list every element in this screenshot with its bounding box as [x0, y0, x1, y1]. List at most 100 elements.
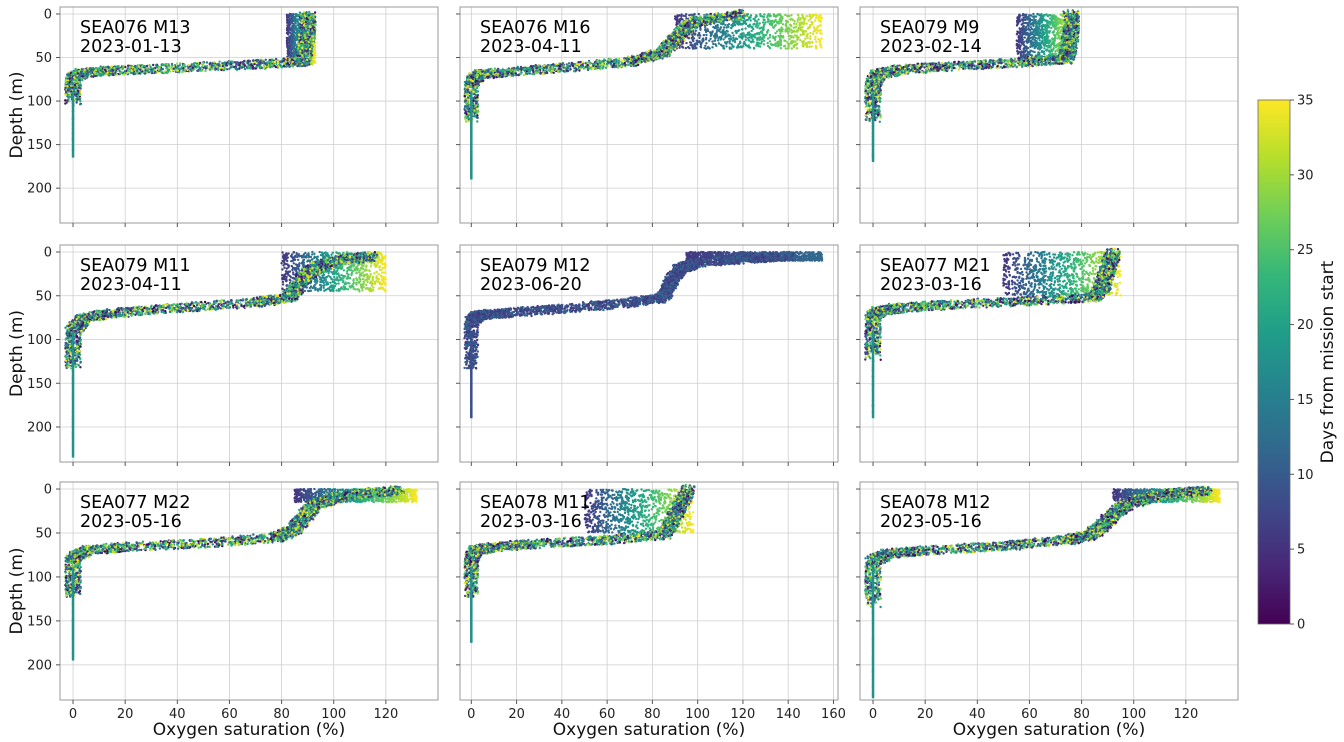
- data-point: [727, 17, 731, 20]
- data-point: [244, 60, 248, 63]
- data-point: [123, 73, 126, 76]
- data-point: [99, 73, 102, 76]
- data-point: [168, 64, 171, 68]
- data-point: [165, 67, 168, 70]
- data-point: [732, 34, 735, 37]
- data-point: [289, 52, 293, 55]
- data-point: [78, 98, 82, 101]
- data-point: [286, 15, 290, 19]
- data-point: [803, 17, 807, 20]
- data-point: [78, 73, 81, 77]
- data-point: [229, 62, 232, 65]
- data-point: [165, 71, 168, 74]
- data-point: [767, 29, 770, 32]
- data-point: [90, 71, 93, 75]
- data-point: [113, 66, 116, 70]
- data-point: [66, 79, 70, 82]
- data-point: [702, 33, 706, 37]
- data-point: [739, 45, 743, 48]
- data-point: [65, 76, 68, 79]
- data-point: [807, 26, 810, 30]
- data-point: [75, 101, 78, 104]
- data-point: [711, 46, 714, 49]
- data-point: [255, 63, 259, 67]
- data-point: [796, 30, 799, 33]
- data-point: [688, 14, 691, 17]
- data-point: [182, 64, 186, 67]
- data-point: [282, 62, 286, 65]
- data-point: [177, 67, 180, 70]
- data-point: [74, 80, 78, 84]
- data-point: [109, 69, 112, 72]
- data-point: [674, 15, 677, 18]
- data-point: [794, 40, 797, 43]
- data-point: [293, 63, 296, 66]
- data-point: [293, 19, 296, 22]
- data-point: [779, 47, 783, 50]
- data-point: [768, 22, 771, 25]
- data-point: [134, 72, 137, 76]
- data-point: [805, 34, 809, 37]
- data-point: [79, 84, 82, 87]
- data-point: [294, 27, 297, 30]
- data-point: [744, 12, 747, 15]
- data-point: [301, 43, 305, 46]
- data-point: [250, 63, 253, 66]
- data-point: [74, 91, 77, 94]
- data-point: [811, 32, 815, 36]
- data-point: [139, 68, 142, 71]
- data-point: [198, 61, 202, 65]
- y-tick-label: 100: [27, 95, 52, 110]
- data-point: [76, 96, 79, 99]
- data-point: [784, 39, 787, 43]
- data-point: [103, 68, 107, 72]
- data-point: [295, 61, 298, 64]
- data-point: [767, 18, 770, 21]
- data-point: [264, 65, 267, 68]
- data-point: [179, 62, 182, 65]
- data-point: [297, 62, 301, 66]
- data-point: [742, 14, 745, 18]
- data-point: [308, 17, 311, 20]
- data-point: [299, 39, 302, 42]
- data-point: [762, 39, 766, 42]
- data-point: [305, 11, 308, 14]
- data-point: [74, 93, 78, 96]
- data-point: [282, 57, 286, 60]
- data-point: [70, 81, 74, 84]
- data-point: [77, 91, 80, 95]
- data-point: [79, 70, 83, 74]
- data-point: [704, 38, 708, 41]
- data-point: [774, 35, 777, 39]
- data-point: [763, 34, 767, 37]
- data-point: [313, 30, 316, 33]
- data-point: [127, 68, 130, 71]
- data-point: [86, 67, 90, 70]
- data-point: [312, 35, 315, 38]
- data-point: [748, 31, 751, 34]
- data-point: [64, 90, 68, 94]
- data-point: [309, 25, 312, 28]
- data-point: [288, 31, 291, 34]
- data-point: [292, 45, 295, 48]
- data-point: [752, 17, 755, 21]
- data-point: [299, 45, 302, 48]
- data-point: [733, 40, 737, 44]
- data-point: [70, 78, 73, 81]
- data-point: [787, 35, 790, 38]
- data-point: [281, 60, 284, 63]
- data-point: [228, 67, 231, 71]
- data-point: [128, 66, 132, 69]
- data-point: [755, 41, 759, 44]
- data-point: [802, 21, 806, 24]
- data-point: [305, 13, 308, 16]
- data-point: [217, 64, 220, 67]
- data-point: [777, 45, 780, 48]
- data-point: [797, 13, 800, 17]
- data-point: [689, 41, 693, 44]
- data-point: [768, 33, 772, 37]
- data-point: [715, 16, 719, 19]
- data-point: [307, 29, 310, 32]
- data-point: [79, 93, 82, 96]
